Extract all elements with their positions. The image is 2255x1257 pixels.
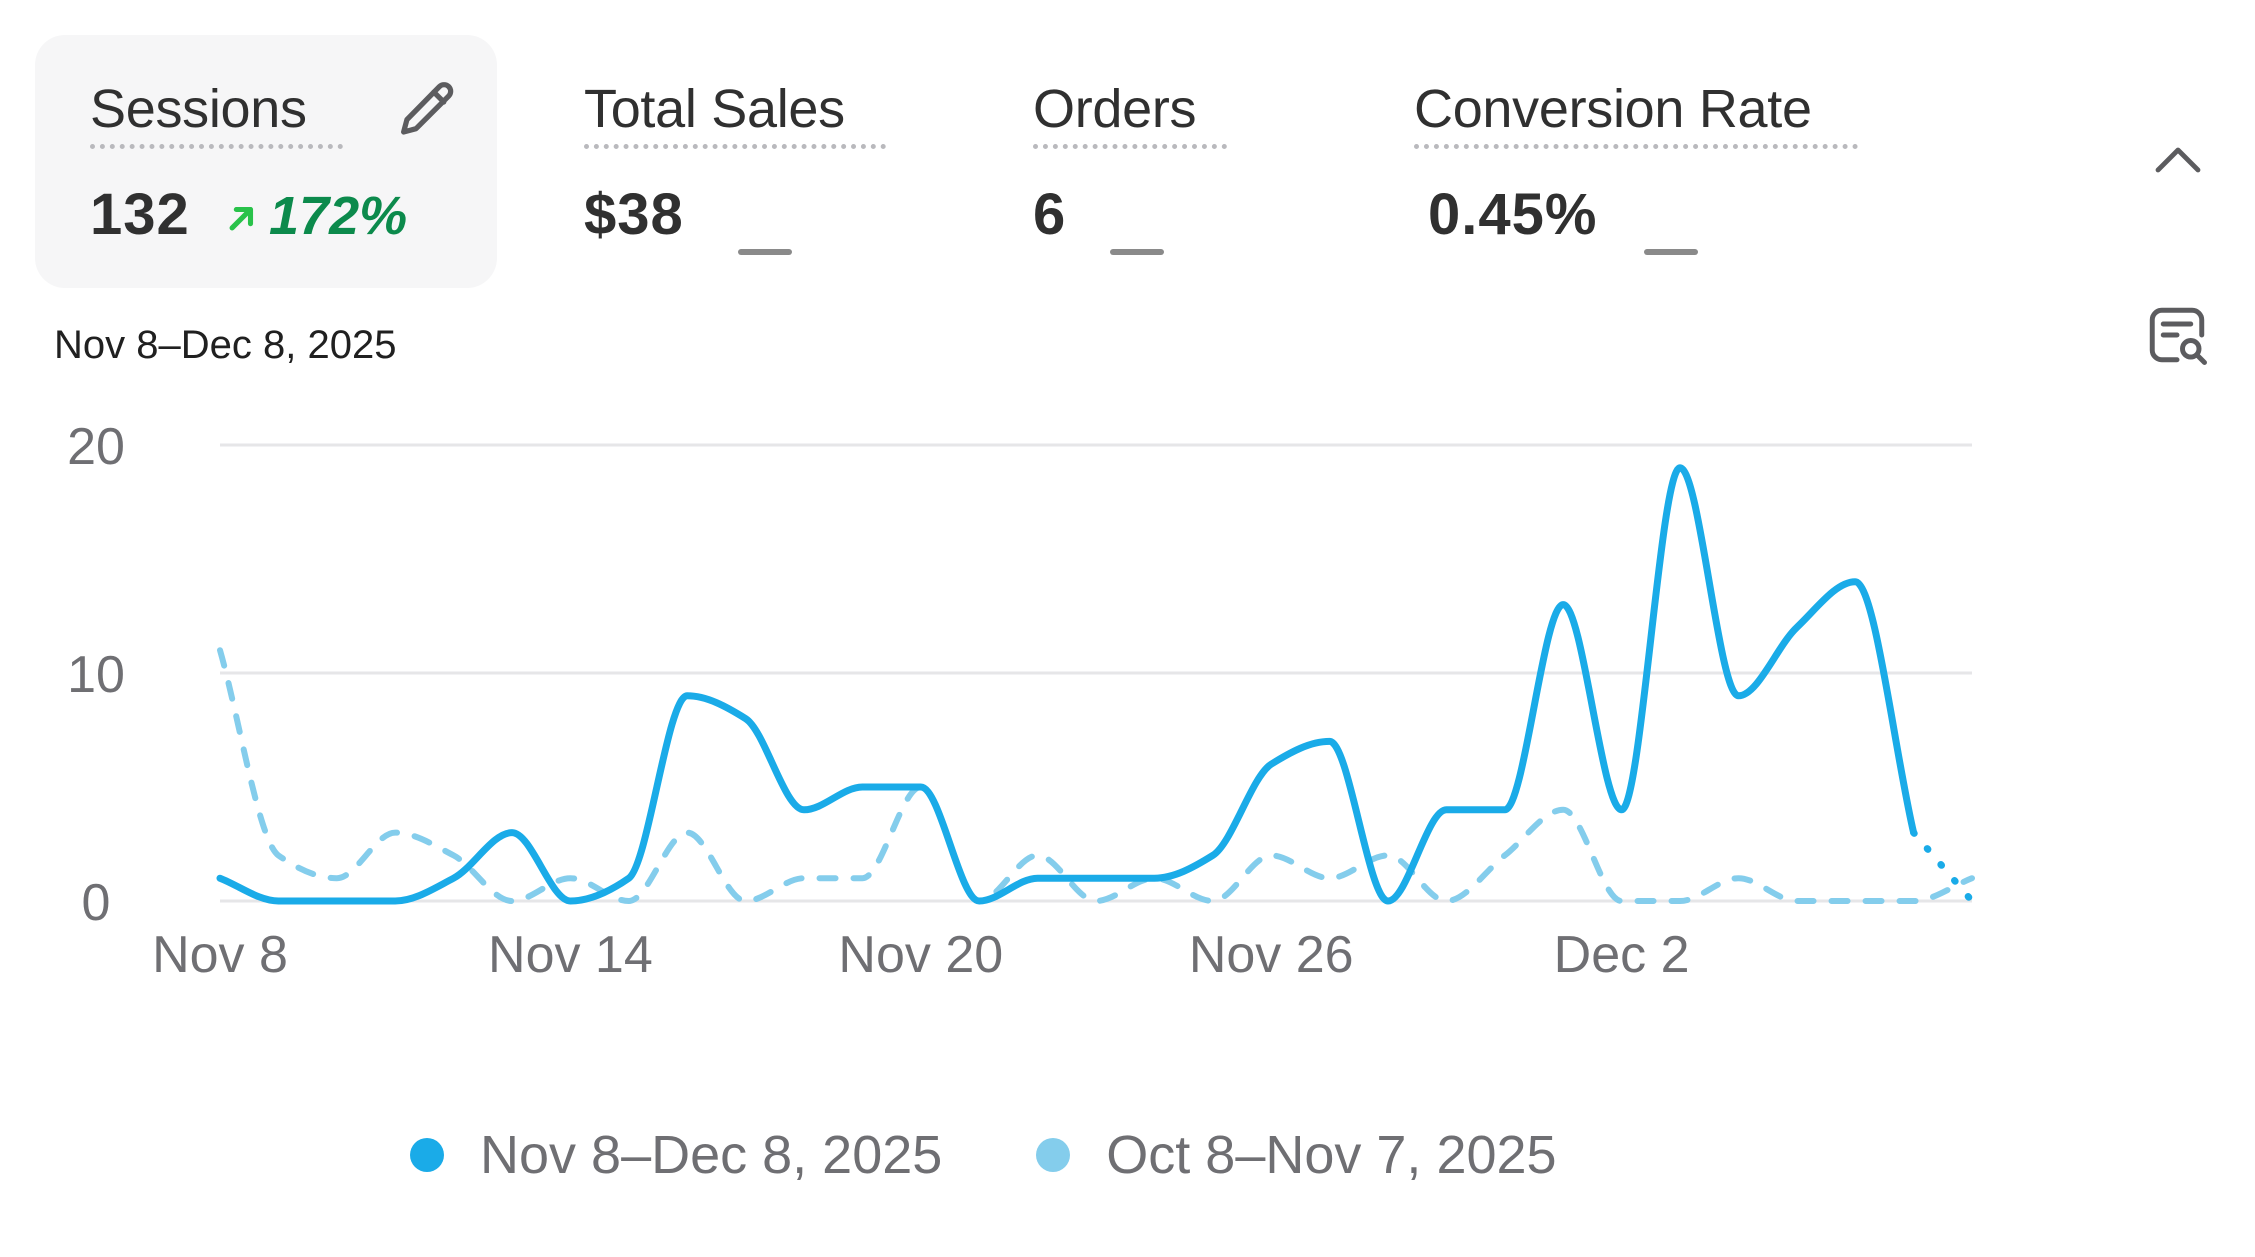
chart-date-heading: Nov 8–Dec 8, 2025 [54, 323, 397, 367]
legend-item-current[interactable]: Nov 8–Dec 8, 2025 [410, 1124, 942, 1186]
metric-value-orders: 6 [1033, 182, 1067, 247]
metric-label-orders[interactable]: Orders [1033, 79, 1197, 139]
y-tick-label: 0 [82, 874, 111, 932]
x-tick-label: Dec 2 [1554, 926, 1690, 984]
dash-icon [1110, 249, 1164, 255]
y-tick-label: 20 [67, 418, 125, 476]
pencil-icon[interactable] [394, 77, 460, 148]
x-tick-label: Nov 8 [152, 926, 288, 984]
metric-label-total-sales[interactable]: Total Sales [584, 79, 845, 139]
metric-tile-total-sales[interactable]: Total Sales $38 [540, 35, 940, 288]
metric-label-sessions[interactable]: Sessions [90, 79, 307, 139]
metric-change-sessions: 172% [269, 186, 408, 246]
x-tick-label: Nov 14 [488, 926, 653, 984]
arrow-up-right-icon [225, 201, 259, 240]
x-tick-label: Nov 26 [1189, 926, 1354, 984]
y-tick-label: 10 [67, 646, 125, 704]
metric-value-sessions: 132 [90, 182, 190, 247]
metric-underline-total-sales [584, 144, 886, 149]
metric-tile-conversion-rate[interactable]: Conversion Rate 0.45% [1370, 35, 1890, 288]
metric-underline-sessions [90, 144, 343, 149]
metric-underline-conversion-rate [1414, 144, 1858, 149]
legend-item-previous[interactable]: Oct 8–Nov 7, 2025 [1036, 1124, 1557, 1186]
legend-label-current: Nov 8–Dec 8, 2025 [480, 1125, 943, 1185]
chart-legend: Nov 8–Dec 8, 2025 Oct 8–Nov 7, 2025 [410, 1124, 1651, 1186]
chevron-up-icon[interactable] [2150, 140, 2206, 185]
metric-label-conversion-rate[interactable]: Conversion Rate [1414, 79, 1812, 139]
metric-underline-orders [1033, 144, 1227, 149]
series-line-current-partial [1910, 829, 1976, 905]
dash-icon [1644, 249, 1698, 255]
legend-dot-previous [1036, 1138, 1071, 1172]
metric-value-conversion-rate: 0.45% [1428, 182, 1598, 247]
series-line-current [216, 464, 1918, 905]
legend-dot-current [410, 1138, 444, 1172]
series-line-previous [217, 647, 1975, 905]
metric-tile-orders[interactable]: Orders 6 [990, 35, 1290, 288]
x-tick-label: Nov 20 [838, 926, 1003, 984]
report-search-icon[interactable] [2144, 302, 2210, 373]
dash-icon [738, 249, 792, 255]
metric-value-total-sales: $38 [584, 182, 684, 247]
metric-tile-sessions[interactable]: Sessions 132 172% [35, 35, 497, 288]
legend-label-previous: Oct 8–Nov 7, 2025 [1106, 1125, 1557, 1185]
